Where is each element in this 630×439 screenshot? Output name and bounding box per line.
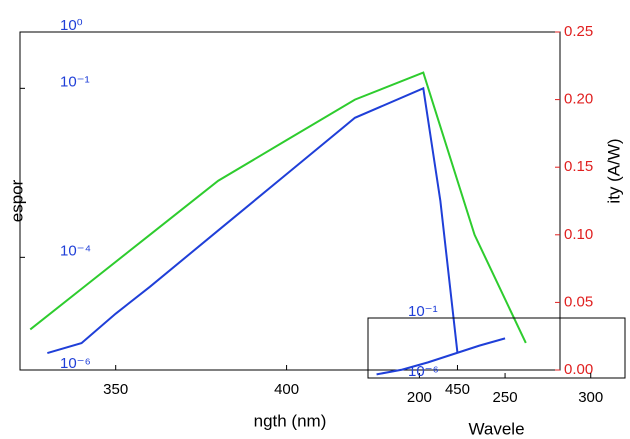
y-tick-label: 10⁻¹ [408, 303, 438, 320]
y-tick-label: 10⁻⁶ [408, 363, 439, 380]
y-tick-label: 10⁻⁶ [60, 355, 91, 372]
y-axis-label: espor [7, 179, 26, 222]
y2-tick-label: 0.20 [564, 91, 593, 108]
x-tick-label: 200 [407, 389, 432, 406]
plot-frame [19, 31, 561, 371]
x-tick-label: 450 [445, 381, 470, 398]
y2-tick-label: 0.25 [564, 23, 593, 40]
x-tick-label: 300 [578, 389, 603, 406]
x-axis-label: Wavele [468, 419, 524, 438]
y2-tick-label: 0.05 [564, 293, 593, 310]
series-line [29, 71, 527, 344]
y2-tick-label: 0.15 [564, 158, 593, 175]
y2-axis-label: ity (A/W) [604, 138, 623, 203]
x-tick-label: 250 [493, 389, 518, 406]
series-line [376, 337, 506, 376]
x-tick-label: 400 [274, 381, 299, 398]
x-tick-label: 350 [103, 381, 128, 398]
series-line [47, 86, 459, 355]
y-tick-label: 10⁰ [60, 17, 83, 34]
x-axis-label: ngth (nm) [254, 411, 327, 430]
y2-tick-label: 0.00 [564, 361, 593, 378]
y-tick-label: 10⁻⁴ [60, 242, 91, 259]
y-tick-label: 10⁻¹ [60, 73, 90, 90]
plot-frame [367, 317, 626, 379]
y2-tick-label: 0.10 [564, 226, 593, 243]
